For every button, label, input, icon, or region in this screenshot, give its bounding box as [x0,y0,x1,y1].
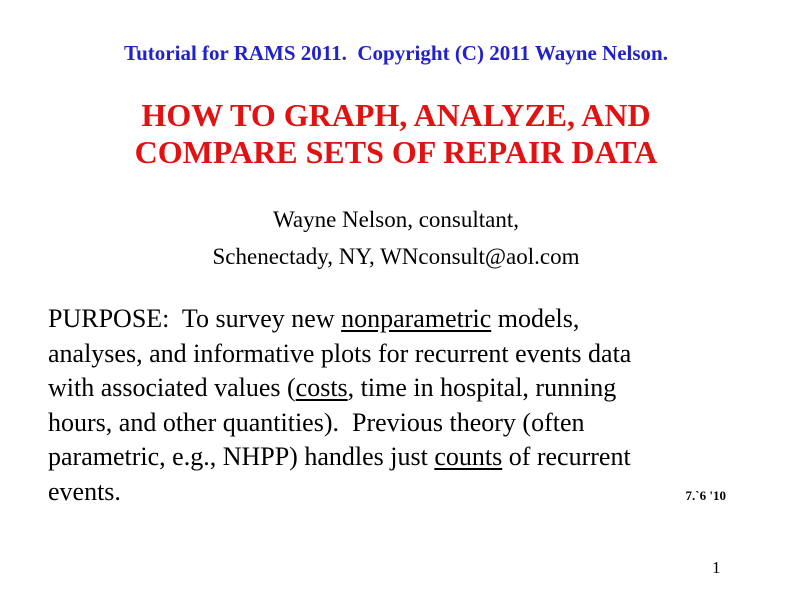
purpose-line-2: analyses, and informative plots for recu… [48,338,632,368]
title-line-2: COMPARE SETS OF REPAIR DATA [134,134,658,170]
purpose-text-segment: with associated values ( [48,373,296,402]
author-line-2: Schenectady, NY, WNconsult@aol.com [212,244,580,269]
title-line-1: HOW TO GRAPH, ANALYZE, AND [141,97,651,133]
underlined-term-nonparametric: nonparametric [341,304,492,333]
purpose-line-5: parametric, e.g., NHPP) handles just cou… [48,440,742,475]
purpose-text-segment: events. [48,476,121,506]
author-block: Wayne Nelson, consultant, Schenectady, N… [0,201,792,275]
slide-title: HOW TO GRAPH, ANALYZE, AND COMPARE SETS … [0,97,792,171]
underlined-term-counts: counts [434,442,503,471]
purpose-line-1: PURPOSE: To survey new nonparametric mod… [48,302,742,337]
purpose-line-4: hours, and other quantities). Previous t… [48,407,585,437]
purpose-text-segment: PURPOSE: To survey new [48,304,342,333]
purpose-text-segment: models, [491,304,580,333]
purpose-line-3: with associated values (costs, time in h… [48,371,742,406]
underlined-term-costs: costs [295,373,348,402]
copyright-header: Tutorial for RAMS 2011. Copyright (C) 20… [124,41,668,65]
author-line-1: Wayne Nelson, consultant, [273,207,519,232]
purpose-line-6: events. 7.`6 '10 [48,475,742,514]
page-number: 1 [712,558,721,577]
purpose-paragraph: PURPOSE: To survey new nonparametric mod… [48,302,742,513]
date-note: 7.`6 '10 [685,487,726,503]
purpose-text-segment: of recurrent [502,442,631,471]
purpose-text-segment: , time in hospital, running [347,373,617,402]
purpose-text-segment: parametric, e.g., NHPP) handles just [48,442,435,471]
